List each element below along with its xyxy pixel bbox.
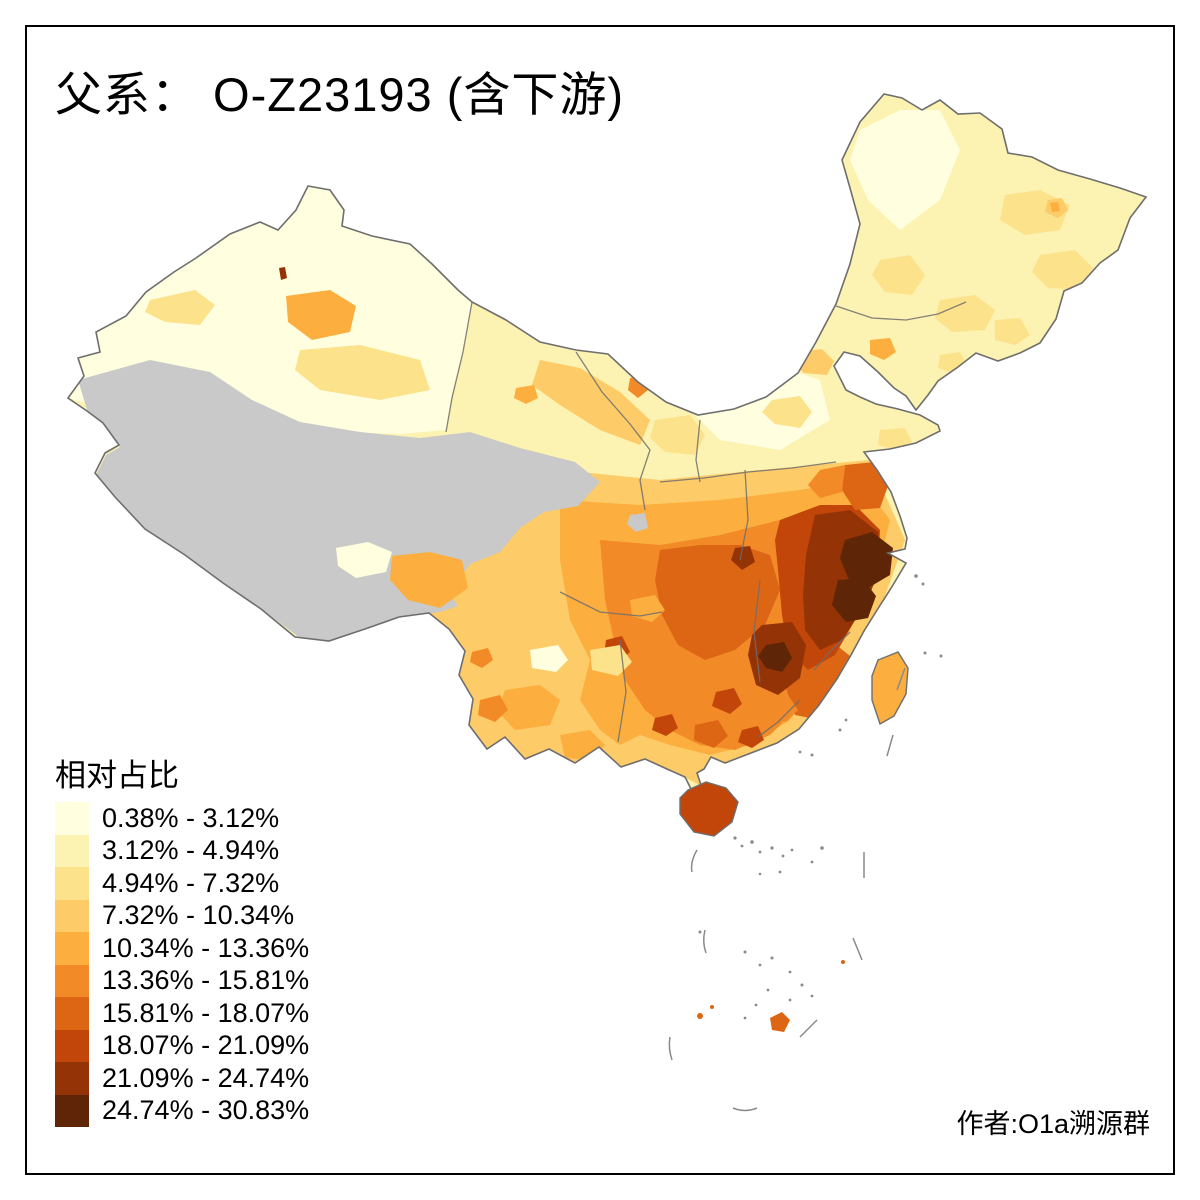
sea-islands-colored	[697, 960, 845, 1032]
prefecture-patch	[872, 255, 925, 295]
prefecture-patch	[652, 714, 678, 736]
legend-swatch	[55, 1062, 89, 1095]
legend-row: 3.12% - 4.94%	[55, 834, 309, 867]
region-gansu-corridor	[532, 360, 650, 445]
prefecture-patch	[850, 110, 960, 230]
legend-row: 0.38% - 3.12%	[55, 802, 309, 835]
legend-swatch	[55, 932, 89, 965]
region-taiwan	[871, 651, 909, 726]
legend-row: 15.81% - 18.07%	[55, 997, 309, 1030]
sea-dash-lines	[668, 667, 906, 1112]
region-shannan	[390, 552, 468, 608]
prefecture-patch	[225, 205, 250, 218]
zone-central-c7	[655, 545, 780, 660]
map-frame	[25, 25, 1175, 1175]
prefecture-patch	[842, 462, 888, 510]
prefecture-patch	[478, 695, 508, 722]
prefecture-patch	[731, 546, 755, 570]
prefecture-patch	[650, 415, 705, 455]
legend-label: 3.12% - 4.94%	[102, 835, 280, 866]
region-zhejiang-core	[840, 532, 893, 588]
legend-row: 13.36% - 15.81%	[55, 964, 310, 997]
prefecture-patch	[514, 385, 538, 404]
legend-swatch	[55, 802, 89, 835]
legend-label: 13.36% - 15.81%	[102, 965, 310, 996]
china-outline	[66, 93, 1148, 794]
prefecture-patch	[279, 267, 287, 280]
legend-title: 相对占比	[55, 758, 179, 793]
region-hainan	[679, 781, 739, 837]
prefecture-patch	[935, 295, 995, 332]
prefecture-patch	[760, 695, 798, 722]
prefecture-patch	[712, 688, 742, 714]
legend-label: 18.07% - 21.09%	[102, 1030, 310, 1061]
legend-swatch	[55, 834, 89, 867]
legend-row: 10.34% - 13.36%	[55, 932, 309, 965]
legend-row: 4.94% - 7.32%	[55, 867, 309, 900]
prefecture-patch	[808, 465, 845, 498]
prefecture-patch	[738, 726, 764, 748]
legend-swatch	[55, 867, 89, 900]
legend-swatch	[55, 1029, 89, 1062]
legend-swatch	[55, 899, 89, 932]
prefecture-patch	[1032, 250, 1095, 290]
prefecture-patch	[498, 685, 560, 730]
page-title: 父系： O-Z23193 (含下游)	[55, 68, 625, 121]
legend-label: 0.38% - 3.12%	[102, 802, 280, 833]
prefecture-patch	[762, 396, 812, 428]
prefecture-patch	[295, 345, 430, 400]
legend-label: 24.74% - 30.83%	[102, 1095, 310, 1126]
region-nodata-qinghai-lake	[627, 513, 648, 532]
legend-label: 21.09% - 24.74%	[102, 1062, 310, 1093]
prefecture-patch	[870, 338, 896, 360]
prefecture-patch	[758, 642, 792, 672]
legend-row: 21.09% - 24.74%	[55, 1062, 309, 1095]
prefecture-patch	[530, 645, 568, 672]
prefecture-patch	[878, 428, 912, 450]
legend-row: 18.07% - 21.09%	[55, 1029, 310, 1062]
region-zhejiang-core	[832, 578, 876, 622]
legend-swatch	[55, 964, 89, 997]
legend-swatch	[55, 1094, 89, 1127]
legend: 相对占比 0.38% - 3.12% 3.12% - 4.94% 4.94% -…	[55, 750, 309, 1127]
author-credit: 作者:O1a溯源群	[956, 1109, 1150, 1139]
prefecture-patch	[180, 245, 199, 257]
legend-label: 10.34% - 13.36%	[102, 932, 310, 963]
province-borders	[445, 301, 967, 743]
prefecture-patch	[1050, 202, 1060, 212]
prefecture-patch	[694, 720, 728, 748]
legend-label: 7.32% - 10.34%	[102, 900, 295, 931]
prefecture-patch	[145, 290, 215, 325]
region-urumqi	[286, 290, 356, 340]
sea-islets	[698, 574, 943, 1020]
legend-label: 4.94% - 7.32%	[102, 867, 280, 898]
prefecture-patch	[995, 318, 1030, 345]
legend-swatch	[55, 997, 89, 1030]
legend-row: 7.32% - 10.34%	[55, 899, 309, 932]
legend-row: 24.74% - 30.83%	[55, 1094, 310, 1127]
region-lhasa	[336, 542, 392, 578]
prefecture-patch	[470, 648, 493, 668]
legend-label: 15.81% - 18.07%	[102, 997, 310, 1028]
